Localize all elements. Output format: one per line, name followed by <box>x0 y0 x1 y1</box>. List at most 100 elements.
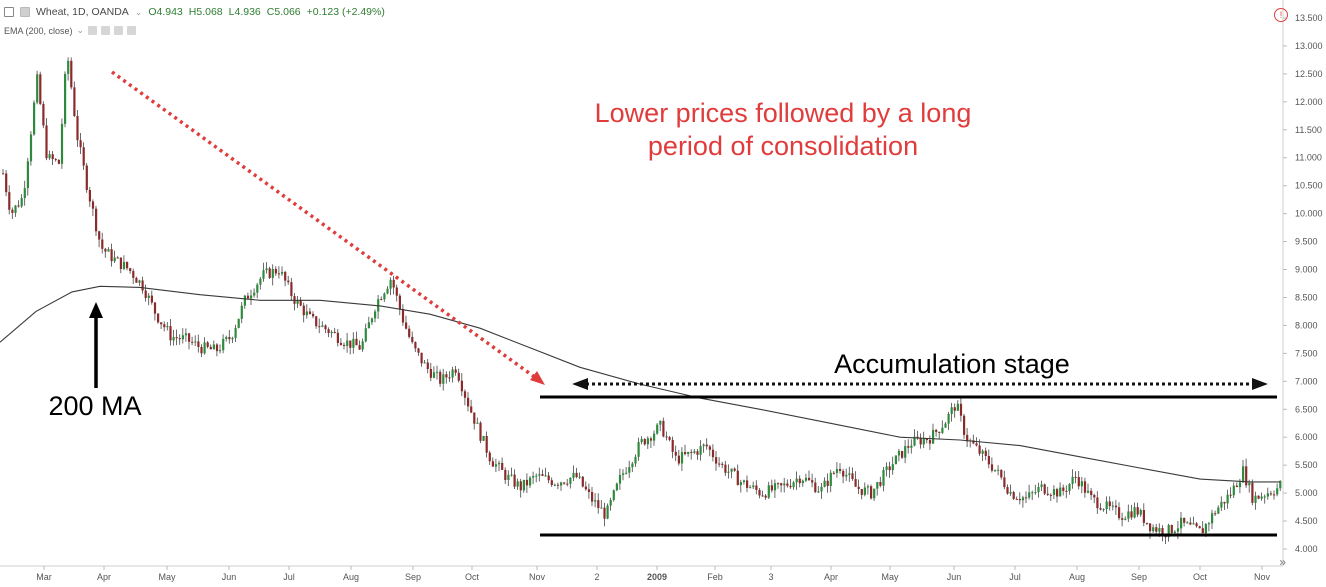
candle-down <box>935 429 938 432</box>
indicator-chevron-icon[interactable]: ⌄ <box>76 25 85 35</box>
candle-down <box>355 338 358 346</box>
eye-icon[interactable] <box>88 26 98 35</box>
candle-up <box>14 205 17 213</box>
candle-down <box>928 440 932 444</box>
candle-up <box>609 499 612 506</box>
candle-up <box>1052 489 1056 496</box>
candle-down <box>485 435 488 453</box>
candle-down <box>336 332 339 343</box>
candle-up <box>166 326 169 328</box>
candle-down <box>1183 517 1186 523</box>
candle-down <box>953 407 956 411</box>
time-tick-label: May <box>158 572 176 582</box>
candle-down <box>1096 497 1099 509</box>
candle-down <box>157 313 160 323</box>
ema-200-line <box>0 285 1280 483</box>
candle-down <box>1149 523 1152 532</box>
candle-up <box>1167 525 1170 538</box>
symbol-label[interactable]: Wheat, 1D, OANDA <box>36 6 129 18</box>
candle-down <box>467 397 470 407</box>
candle-down <box>519 481 522 491</box>
candle-up <box>932 429 935 444</box>
more-icon[interactable] <box>127 26 137 35</box>
price-tick-label: 5.500 <box>1295 460 1318 470</box>
indicator-label[interactable]: EMA (200, close) <box>4 25 73 36</box>
candle-up <box>572 472 575 478</box>
candle-up <box>212 344 215 350</box>
candle-down <box>408 328 411 337</box>
time-axis[interactable]: Mar Apr May Jun Jul Aug Sep Oct Nov 2 2009 Feb 3 Apr M… <box>36 566 1270 582</box>
accumulation-arrow-right-head <box>1252 378 1268 390</box>
price-tick-label: 12.500 <box>1295 69 1323 79</box>
candle-down <box>684 452 687 455</box>
candle-down <box>315 316 318 327</box>
time-tick-label: 3 <box>768 572 773 582</box>
candle-up <box>792 482 795 488</box>
candle-up <box>1087 490 1090 493</box>
close-value: C5.066 <box>266 6 301 18</box>
candle-up <box>631 463 634 468</box>
candle-down <box>814 482 817 493</box>
candle-up <box>1180 517 1183 529</box>
candle-down <box>268 268 271 278</box>
candle-up <box>1207 523 1211 525</box>
candle-up <box>866 486 870 488</box>
time-tick-label: Sep <box>405 572 421 582</box>
candle-up <box>578 476 581 478</box>
candle-down <box>429 368 432 378</box>
scroll-to-latest-icon[interactable]: » <box>1279 555 1286 569</box>
candle-down <box>963 415 966 435</box>
candle-down <box>581 476 584 487</box>
candle-up <box>1040 484 1043 487</box>
candle-up <box>532 475 535 478</box>
candle-down <box>1145 522 1149 524</box>
candle-down <box>358 345 361 350</box>
candle-down <box>228 337 231 340</box>
candle-down <box>851 473 854 480</box>
candle-up <box>653 433 656 441</box>
candle-up <box>801 480 804 484</box>
candle-down <box>662 420 665 437</box>
candle-down <box>448 377 451 379</box>
candle-down <box>110 249 113 262</box>
close-icon[interactable] <box>114 26 124 35</box>
candle-down <box>141 280 144 291</box>
chevron-down-icon[interactable]: ⌄ <box>134 6 143 17</box>
candle-down <box>758 489 761 496</box>
candle-down <box>491 461 494 467</box>
candle-down <box>101 239 104 249</box>
candle-up <box>947 414 950 424</box>
candle-up <box>64 73 67 124</box>
candle-down <box>690 451 693 453</box>
candle-up <box>1102 509 1105 511</box>
candle-down <box>975 443 978 446</box>
price-tick-label: 11.000 <box>1295 153 1322 163</box>
candle-up <box>1217 507 1220 514</box>
candle-up <box>1133 507 1136 518</box>
candle-down <box>206 342 209 347</box>
candle-down <box>1083 481 1087 493</box>
collapse-icon[interactable] <box>4 7 14 17</box>
candle-down <box>318 326 321 328</box>
settings-icon[interactable] <box>101 26 111 35</box>
candle-up <box>795 478 798 483</box>
alert-icon[interactable]: ! <box>1274 8 1288 22</box>
candle-up <box>783 483 786 486</box>
candle-down <box>1245 466 1248 486</box>
price-tick-label: 7.500 <box>1295 348 1318 358</box>
candle-up <box>594 500 597 502</box>
candle-down <box>1114 505 1118 508</box>
candle-down <box>901 450 904 458</box>
candle-up <box>944 423 947 428</box>
candle-up <box>1009 492 1012 494</box>
candle-up <box>687 451 690 455</box>
price-axis[interactable]: 13.500 13.000 12.500 12.000 11.500 11.000 10.5… <box>1283 13 1323 554</box>
candle-up <box>656 424 659 434</box>
candle-up <box>436 371 439 373</box>
candle-down <box>79 140 82 148</box>
time-tick-label: Aug <box>343 572 359 582</box>
candle-down <box>671 439 674 452</box>
candle-up <box>476 422 479 424</box>
candle-up <box>1238 482 1242 488</box>
